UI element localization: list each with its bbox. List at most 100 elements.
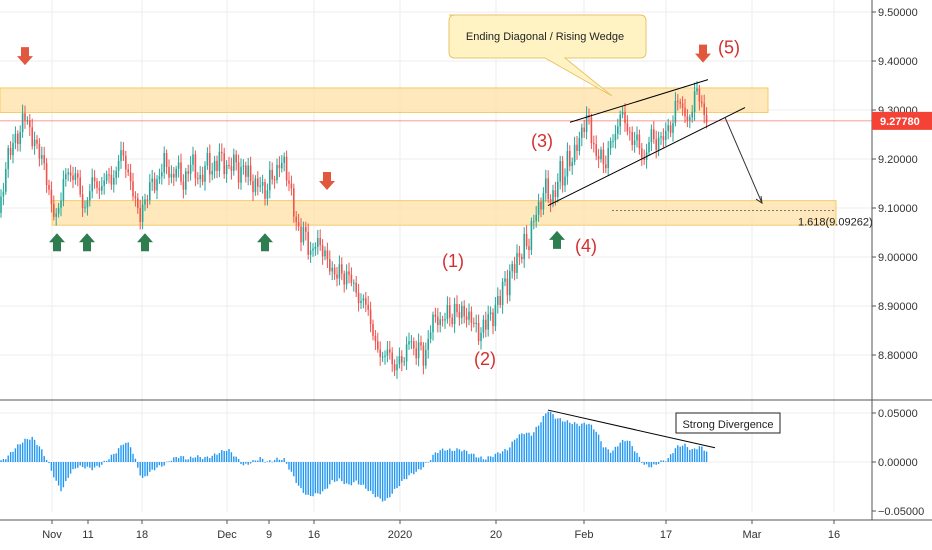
candle-body: [542, 193, 545, 210]
macd-bar: [266, 461, 269, 462]
macd-bar: [41, 449, 43, 462]
macd-bar: [175, 456, 177, 462]
macd-bar: [696, 449, 698, 462]
macd-bar: [513, 439, 516, 462]
candle-body: [225, 164, 228, 175]
macd-bar: [213, 453, 216, 462]
candle-body: [302, 226, 305, 243]
macd-bar: [79, 462, 81, 466]
macd-bar: [151, 462, 153, 470]
candle-body: [103, 180, 105, 186]
candle-body: [146, 199, 149, 201]
candle-body: [105, 174, 108, 181]
candle-body: [355, 282, 357, 293]
macd-bar: [509, 447, 511, 462]
macd-bar: [427, 461, 429, 463]
macd-bar: [679, 446, 681, 462]
candle-body: [21, 113, 24, 133]
macd-bar: [571, 424, 573, 462]
macd-bar: [552, 414, 554, 462]
macd-bar: [545, 413, 547, 462]
macd-bar: [410, 462, 413, 474]
candle-body: [374, 335, 377, 342]
grid-lines: [0, 0, 872, 512]
candle-body: [353, 282, 355, 284]
macd-bar: [381, 462, 384, 502]
macd-bar: [177, 458, 180, 462]
macd-bar: [645, 462, 648, 465]
candle-body: [653, 129, 655, 140]
macd-bar: [535, 426, 537, 462]
candle-body: [686, 116, 689, 121]
candle-body: [177, 162, 180, 169]
macd-bar: [439, 450, 441, 462]
macd-bar: [67, 462, 69, 478]
macd-bar: [146, 462, 149, 476]
macd-bar: [276, 457, 278, 462]
candle-body: [211, 171, 213, 175]
macd-bar: [434, 452, 437, 462]
macd-bar: [57, 462, 60, 486]
candle-body: [221, 151, 223, 154]
candle-body: [283, 156, 285, 163]
macd-bar: [189, 456, 192, 462]
candle-body: [192, 154, 194, 165]
macd-bar: [429, 460, 432, 462]
candle-body: [511, 263, 513, 272]
candle-body: [497, 296, 499, 305]
time-tick-label: Feb: [575, 529, 594, 541]
macd-bar: [26, 439, 29, 462]
price-tick-label: 8.80000: [878, 350, 918, 362]
macd-bar: [521, 433, 523, 462]
macd-bar: [321, 462, 324, 492]
resistance-zone: [0, 87, 769, 113]
macd-bar: [237, 458, 240, 462]
macd-bar: [305, 462, 307, 495]
candle-body: [597, 155, 600, 160]
candle-body: [453, 303, 456, 325]
candle-body: [413, 341, 415, 349]
candle-body: [149, 182, 151, 201]
macd-bar: [252, 460, 254, 462]
candle-body: [681, 103, 684, 108]
candle-body: [693, 91, 696, 112]
time-tick-label: Dec: [217, 529, 237, 541]
macd-bar: [144, 462, 146, 477]
macd-bar: [53, 462, 55, 478]
macd-bar: [463, 449, 465, 462]
macd-bar: [453, 450, 456, 462]
macd-bar: [422, 462, 425, 468]
macd-bar: [264, 461, 266, 463]
candle-body: [139, 208, 141, 222]
macd-bar: [485, 459, 487, 462]
macd-bar: [31, 436, 33, 462]
macd-bar: [566, 420, 569, 462]
candle-body: [5, 169, 7, 192]
candle-body: [696, 88, 698, 92]
macd-bar: [417, 462, 420, 470]
candle-body: [209, 153, 211, 175]
candle-body: [468, 311, 470, 320]
candle-body: [504, 278, 506, 282]
candle-body: [552, 190, 554, 204]
candle-body: [415, 348, 417, 359]
macd-bar: [225, 450, 228, 462]
text-labels: 1.618(9.09262) (1) (2) (3) (4) (5) Ending Diag…: [442, 14, 873, 434]
candle-body: [360, 300, 362, 304]
candle-body: [489, 312, 492, 315]
macd-bar: [689, 449, 691, 462]
arrow-markers: [17, 44, 711, 252]
support-zone: [51, 200, 837, 226]
macd-bar: [158, 462, 161, 466]
macd-bar: [386, 462, 389, 499]
macd-bar: [141, 462, 144, 478]
price-tick-label: 9.50000: [878, 7, 918, 19]
macd-bar: [50, 462, 53, 471]
up-arrow-icon: [549, 230, 565, 249]
macd-bar: [103, 460, 105, 462]
candle-body: [384, 355, 386, 357]
macd-bar: [0, 460, 2, 462]
time-tick-label: 18: [136, 529, 148, 541]
macd-bar: [257, 460, 259, 462]
